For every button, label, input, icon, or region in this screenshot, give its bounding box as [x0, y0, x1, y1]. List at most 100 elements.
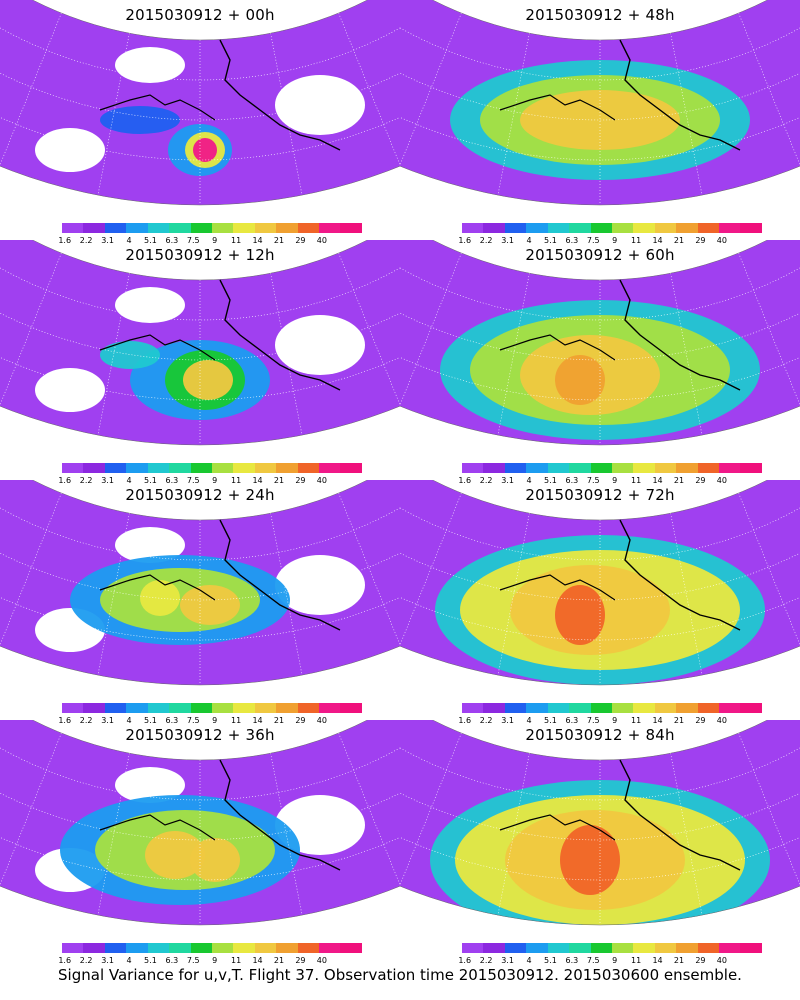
- colorbar-label: 1.6: [458, 716, 472, 725]
- colorbar-label: 3.1: [501, 236, 514, 245]
- colorbar-label: 4: [126, 476, 132, 485]
- colorbar-label: 40: [316, 236, 327, 245]
- meridian: [670, 33, 703, 196]
- colorbar-label: 3.1: [101, 236, 114, 245]
- meridian: [338, 492, 400, 647]
- colorbar-swatch: [590, 223, 612, 233]
- colorbar-label: 2.2: [79, 236, 93, 245]
- colorbar-label: 4: [526, 716, 532, 725]
- colorbar-swatch: [83, 223, 105, 233]
- colorbar-label: 1.6: [458, 236, 472, 245]
- colorbar-swatch: [83, 943, 105, 953]
- coastline: [219, 279, 341, 391]
- colorbar-label: 4: [526, 236, 532, 245]
- variance-map: [400, 720, 800, 926]
- colorbar-label: 29: [695, 956, 706, 965]
- colorbar-label: 14: [652, 236, 663, 245]
- colorbar-swatch: [654, 223, 677, 233]
- colorbar: [62, 703, 362, 713]
- panel-title: 2015030912 + 00h: [125, 6, 275, 24]
- colorbar-swatch: [462, 943, 484, 953]
- panel-title: 2015030912 + 24h: [125, 486, 275, 504]
- colorbar-label: 6.3: [565, 236, 579, 245]
- coastline: [99, 334, 216, 361]
- colorbar-label: 21: [673, 236, 685, 245]
- colorbar-label: 14: [252, 716, 263, 725]
- colorbar-swatch: [740, 463, 762, 473]
- colorbar-label: 9: [212, 476, 218, 485]
- coastline: [619, 39, 741, 151]
- colorbar-label: 1.6: [58, 956, 72, 965]
- colorbar-swatch: [190, 943, 212, 953]
- colorbar: [62, 223, 362, 233]
- colorbar-label: 21: [273, 476, 285, 485]
- colorbar-label: 4: [126, 236, 132, 245]
- colorbar-label: 14: [652, 716, 663, 725]
- panel-title: 2015030912 + 72h: [525, 486, 675, 504]
- meridian: [270, 33, 303, 196]
- meridian: [338, 732, 400, 887]
- meridian: [400, 252, 462, 407]
- meridian: [97, 513, 130, 676]
- map-outline: [0, 240, 400, 446]
- colorbar-label: 1.6: [58, 236, 72, 245]
- colorbar-swatch: [104, 223, 127, 233]
- colorbar-label: 21: [273, 716, 285, 725]
- colorbar-swatch: [654, 463, 677, 473]
- variance-map: [400, 0, 800, 206]
- colorbar-swatch: [633, 463, 655, 473]
- colorbar-label: 9: [212, 956, 218, 965]
- colorbar-label: 21: [673, 716, 685, 725]
- colorbar-swatch: [340, 223, 362, 233]
- coastline: [219, 39, 341, 151]
- colorbar-label: 21: [273, 956, 285, 965]
- colorbar-swatch: [211, 463, 234, 473]
- map-panel-48h: 2015030912 + 48h 1.6 2.2 3.1 4 5.1 6.3 7.5 9 11 1…: [400, 0, 800, 245]
- colorbar-swatch: [569, 943, 591, 953]
- colorbar-labels: 1.6 2.2 3.1 4 5.1 6.3 7.5 9 11 14 21 29 40: [458, 476, 762, 486]
- colorbar-swatch: [547, 223, 570, 233]
- colorbar-swatch: [340, 463, 362, 473]
- meridian: [270, 753, 303, 916]
- colorbar-swatch: [611, 703, 634, 713]
- meridian: [97, 33, 130, 196]
- colorbar-label: 29: [695, 236, 706, 245]
- colorbar-swatch: [483, 703, 505, 713]
- colorbar-swatch: [169, 943, 191, 953]
- coastline: [499, 334, 616, 361]
- meridian: [270, 273, 303, 436]
- colorbar-swatch: [590, 703, 612, 713]
- colorbar-label: 7.5: [186, 956, 200, 965]
- colorbar-label: 2.2: [79, 476, 93, 485]
- meridian: [738, 492, 800, 647]
- meridian: [670, 513, 703, 676]
- colorbar-label: 1.6: [58, 476, 72, 485]
- colorbar-swatch: [254, 943, 277, 953]
- colorbar-swatch: [83, 463, 105, 473]
- colorbar-label: 29: [295, 476, 306, 485]
- colorbar-label: 40: [316, 476, 327, 485]
- colorbar-label: 40: [716, 476, 727, 485]
- colorbar-label: 5.1: [144, 476, 157, 485]
- colorbar-swatch: [569, 463, 591, 473]
- colorbar-label: 7.5: [186, 236, 200, 245]
- masked-region: [115, 47, 185, 83]
- colorbar-swatch: [147, 703, 170, 713]
- panel-title: 2015030912 + 48h: [525, 6, 675, 24]
- parallel: [0, 320, 400, 401]
- panel-title: 2015030912 + 60h: [525, 246, 675, 264]
- variance-contour: [555, 585, 605, 645]
- colorbar-swatch: [526, 223, 548, 233]
- colorbar-label: 29: [295, 716, 306, 725]
- variance-map: [0, 0, 400, 206]
- colorbar-swatch: [719, 463, 741, 473]
- colorbar-swatch: [676, 943, 698, 953]
- parallel: [0, 560, 400, 641]
- masked-region: [35, 368, 105, 412]
- colorbar-label: 1.6: [58, 716, 72, 725]
- coastline: [499, 814, 616, 841]
- colorbar-labels: 1.6 2.2 3.1 4 5.1 6.3 7.5 9 11 14 21 29 40: [58, 236, 362, 246]
- coastline: [99, 94, 216, 121]
- variance-contour: [520, 90, 680, 150]
- colorbar-swatch: [676, 463, 698, 473]
